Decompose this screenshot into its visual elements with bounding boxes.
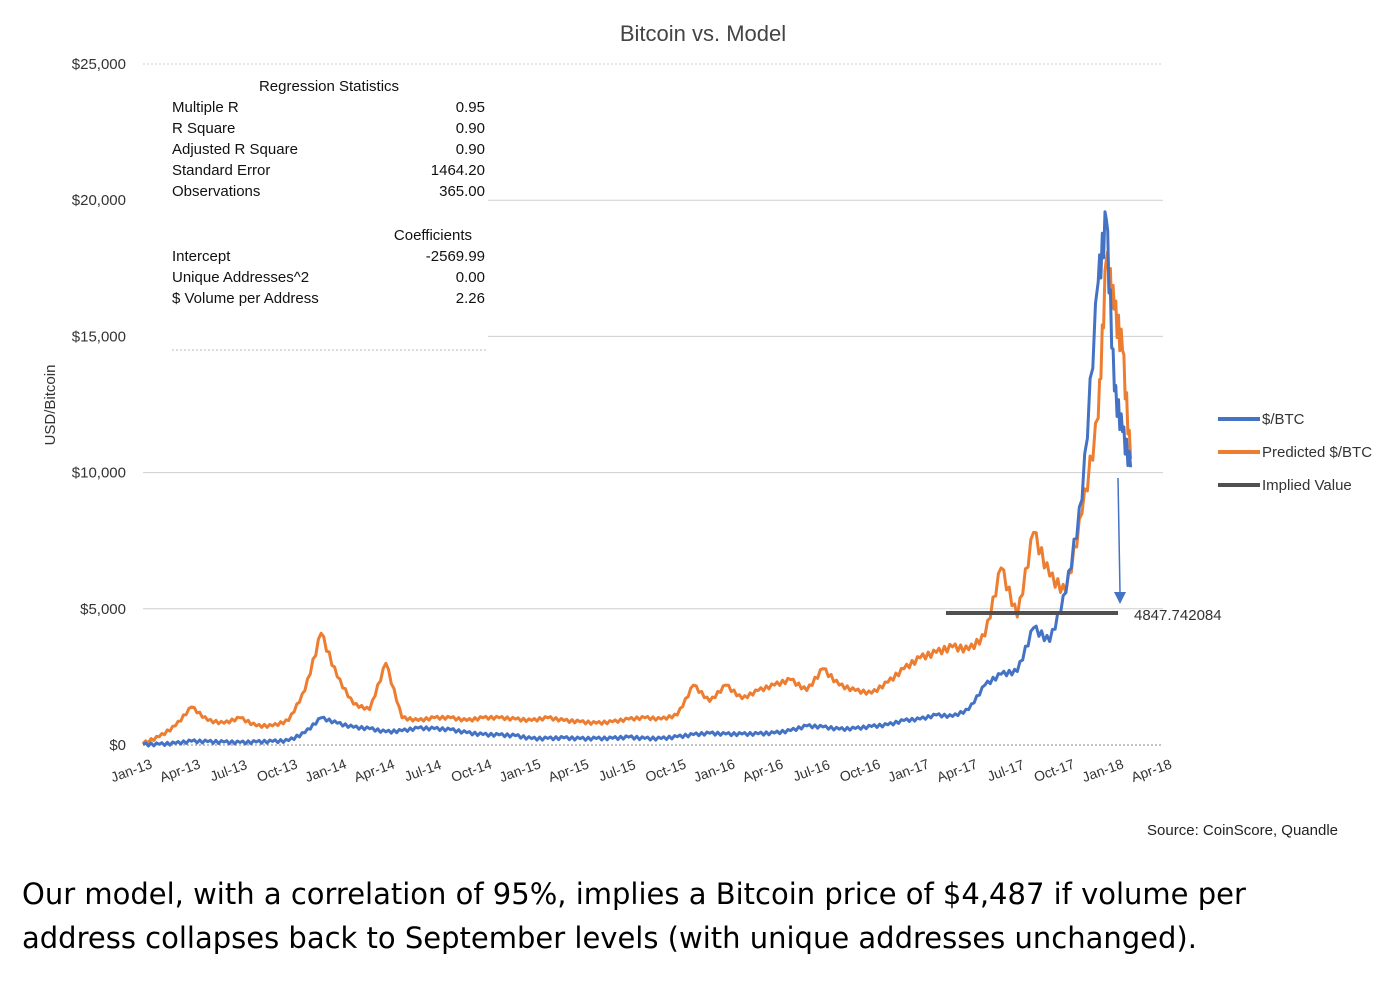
caption-text: Our model, with a correlation of 95%, im… xyxy=(22,877,1246,955)
regression-row-label: R Square xyxy=(172,120,235,137)
y-axis-ticks: $0 $5,000 $10,000 $15,000 $20,000 $25,000 xyxy=(72,56,126,754)
y-axis-label: USD/Bitcoin xyxy=(42,365,59,446)
regression-row-value: 0.95 xyxy=(456,99,485,116)
x-tick-label: Jan-18 xyxy=(1080,755,1126,785)
regression-row-label: Standard Error xyxy=(172,162,270,179)
series-lines xyxy=(141,210,1133,748)
coefficients-heading: Coefficients xyxy=(394,227,472,244)
y-tick-label: $25,000 xyxy=(72,56,126,73)
regression-row-value: 0.90 xyxy=(456,120,485,137)
x-tick-label: Oct-14 xyxy=(449,756,494,785)
legend: $/BTC Predicted $/BTC Implied Value xyxy=(1218,411,1372,494)
legend-label: Predicted $/BTC xyxy=(1262,444,1372,461)
regression-row-label: Multiple R xyxy=(172,99,239,116)
x-tick-label: Oct-17 xyxy=(1032,756,1077,785)
regression-row-value: 1464.20 xyxy=(431,162,485,179)
x-tick-label: Oct-13 xyxy=(255,756,300,785)
x-tick-label: Jan-17 xyxy=(886,755,932,785)
coefficient-row-value: 0.00 xyxy=(456,269,485,286)
chart-title: Bitcoin vs. Model xyxy=(620,21,786,46)
regression-row-value: 0.90 xyxy=(456,141,485,158)
x-tick-label: Oct-15 xyxy=(643,756,688,785)
regression-row-value: 365.00 xyxy=(439,183,485,200)
y-tick-label: $20,000 xyxy=(72,192,126,209)
y-tick-label: $15,000 xyxy=(72,328,126,345)
y-tick-label: $0 xyxy=(109,737,126,754)
legend-label: Implied Value xyxy=(1262,477,1352,494)
x-tick-label: Apr-18 xyxy=(1129,756,1174,785)
coefficient-row-label: Intercept xyxy=(172,248,231,265)
x-tick-label: Jul-17 xyxy=(985,756,1027,784)
source-note: Source: CoinScore, Quandle xyxy=(1147,822,1338,839)
x-tick-label: Apr-16 xyxy=(740,756,785,785)
coefficient-row-value: -2569.99 xyxy=(426,248,485,265)
implied-value-label: 4847.742084 xyxy=(1134,607,1222,624)
x-tick-label: Oct-16 xyxy=(837,756,882,785)
chart: Bitcoin vs. Model $0 $5,000 $10,000 $15,000… xyxy=(42,21,1372,785)
x-tick-label: Apr-15 xyxy=(546,756,591,785)
regression-row-label: Adjusted R Square xyxy=(172,141,298,158)
x-tick-label: Apr-17 xyxy=(935,756,980,785)
x-tick-label: Apr-13 xyxy=(157,756,202,785)
y-tick-label: $5,000 xyxy=(80,601,126,618)
coefficient-row-label: Unique Addresses^2 xyxy=(172,269,309,286)
x-tick-label: Jan-16 xyxy=(691,755,737,785)
legend-label: $/BTC xyxy=(1262,411,1305,428)
x-tick-label: Jul-15 xyxy=(596,756,638,784)
x-tick-label: Jul-14 xyxy=(402,756,444,784)
x-tick-label: Jan-14 xyxy=(303,755,349,785)
regression-heading: Regression Statistics xyxy=(259,78,399,95)
x-tick-label: Apr-14 xyxy=(352,756,397,785)
x-tick-label: Jan-13 xyxy=(108,755,154,785)
coefficient-row-value: 2.26 xyxy=(456,290,485,307)
series-line-predicted xyxy=(141,250,1133,745)
x-axis-ticks: Jan-13 Apr-13 Jul-13 Oct-13 Jan-14 Apr-14 Jul-… xyxy=(108,755,1174,785)
x-tick-label: Jul-13 xyxy=(208,756,250,784)
x-tick-label: Jul-16 xyxy=(791,756,833,784)
regression-table: Regression Statistics Multiple R 0.95 R Sq… xyxy=(143,70,488,351)
regression-row-label: Observations xyxy=(172,183,260,200)
drop-arrow xyxy=(1114,477,1126,604)
coefficient-row-label: $ Volume per Address xyxy=(172,290,319,307)
series-line-btc xyxy=(142,210,1133,748)
y-tick-label: $10,000 xyxy=(72,465,126,482)
x-tick-label: Jan-15 xyxy=(497,755,543,785)
